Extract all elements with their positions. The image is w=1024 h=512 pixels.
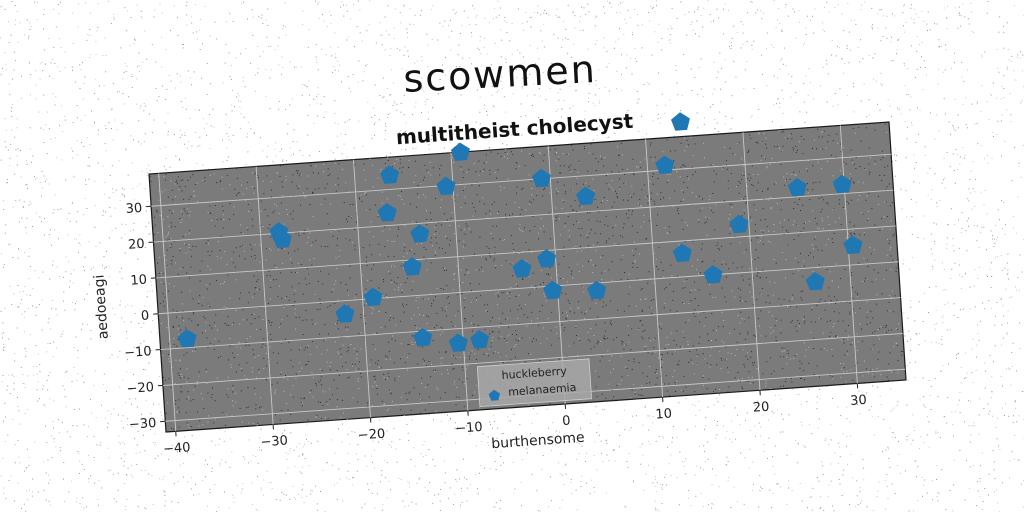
y-grid-line: [162, 332, 903, 386]
scatter-point: [436, 176, 456, 196]
x-tick-label: −40: [163, 440, 191, 457]
y-tick-label: 10: [130, 273, 148, 289]
scatter-point: [335, 304, 355, 323]
scatter-point: [703, 265, 723, 284]
axis-ticks: −40 −30 −20 −10 0 10 20 30 −30 −20 −10 0 10 20 30: [124, 201, 867, 457]
y-tick-label: 20: [128, 237, 146, 253]
y-tick-label: −20: [126, 380, 154, 397]
x-grid-line: [255, 166, 274, 425]
y-grid-line: [158, 261, 899, 315]
scatter-point: [587, 280, 607, 300]
scatter-point: [377, 203, 397, 222]
grid-lines: [151, 125, 906, 432]
x-tick-label: 0: [562, 414, 571, 430]
scatter-point: [380, 165, 399, 184]
y-axis-label: aedoeagi: [91, 274, 111, 340]
scatter-point: [843, 235, 863, 254]
scatter-point: [805, 272, 825, 291]
scatter-point: [512, 259, 532, 278]
scatter-point: [448, 333, 468, 352]
plot-noise: [149, 123, 906, 430]
scatter-point: [470, 330, 490, 349]
plot-area: [148, 121, 907, 433]
legend-title: huckleberry: [501, 364, 568, 382]
x-tick-label: −20: [357, 427, 385, 444]
scatter-point: [543, 280, 563, 300]
scatter-point: [410, 224, 430, 243]
scatter-point: [832, 174, 852, 194]
scatter-point: [787, 177, 807, 197]
y-grid-line: [155, 225, 896, 279]
legend-marker-melanaemia: [488, 389, 500, 401]
scatter-point: [272, 229, 292, 248]
legend-label-melanaemia: melanaemia: [508, 381, 577, 399]
y-tick-label: 0: [141, 308, 150, 324]
x-tick-label: 10: [655, 407, 673, 423]
scatter-point: [402, 257, 422, 276]
scatter-point: [729, 214, 749, 234]
y-tick-label: −10: [124, 344, 152, 361]
scatter-point: [655, 155, 675, 174]
y-grid-line: [151, 153, 892, 207]
legend-box: [476, 358, 593, 408]
x-grid-line: [645, 139, 664, 398]
x-tick-label: 30: [850, 393, 868, 409]
scatter-point: [537, 249, 557, 268]
scatter-point: [450, 142, 470, 161]
x-tick-label: −30: [260, 433, 288, 450]
x-grid-line: [839, 125, 858, 384]
y-tick-label: 30: [125, 201, 143, 217]
x-grid-line: [450, 152, 469, 411]
x-grid-line: [742, 132, 761, 391]
data-points: [177, 112, 863, 352]
scatter-point: [576, 186, 596, 206]
x-grid-line: [158, 173, 177, 432]
scatter-point: [671, 112, 690, 131]
legend: huckleberry melanaemia: [476, 358, 593, 408]
x-grid-line: [353, 159, 371, 418]
scatter-point: [672, 243, 692, 262]
scatter-point: [363, 287, 383, 306]
scatter-point: [413, 328, 433, 347]
scatter-point: [177, 329, 197, 348]
x-tick-label: 20: [752, 400, 770, 416]
x-tick-label: −10: [455, 420, 483, 437]
y-tick-label: −30: [129, 416, 157, 433]
scatter-point: [531, 168, 551, 188]
x-axis-label: burthensome: [491, 430, 585, 453]
y-grid-line: [160, 297, 901, 351]
